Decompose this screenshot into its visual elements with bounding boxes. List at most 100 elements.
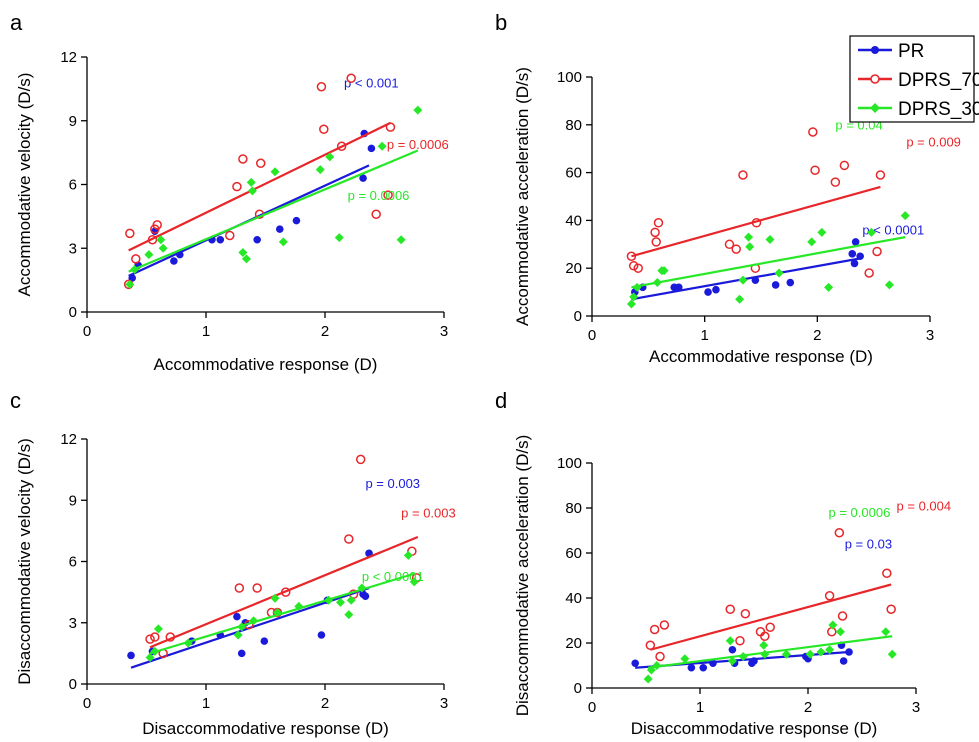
y-tick-label: 20 bbox=[565, 635, 582, 652]
y-tick-label: 60 bbox=[565, 165, 582, 182]
x-tick-label: 3 bbox=[440, 695, 448, 712]
panel-d: d 0 1 2 3 0 20 40 60 80 100 Disaccommodative respo… bbox=[495, 388, 951, 738]
panel-label-a: a bbox=[10, 10, 23, 35]
y-axis-title: Accommodative acceleration (D/s) bbox=[513, 67, 532, 326]
y-tick-label: 40 bbox=[565, 212, 582, 229]
legend-label-dprs30: DPRS_30 bbox=[898, 99, 979, 120]
p-value-pr: p < 0.001 bbox=[344, 76, 399, 91]
point-dprs70 bbox=[830, 177, 841, 187]
point-pr bbox=[848, 250, 857, 258]
point-pr bbox=[233, 612, 241, 621]
point-dprs70 bbox=[355, 454, 366, 465]
point-dprs30 bbox=[680, 654, 690, 664]
point-pr bbox=[275, 225, 284, 233]
point-dprs70 bbox=[336, 141, 347, 151]
fit-line-dprs30 bbox=[128, 149, 419, 273]
x-tick-label: 3 bbox=[926, 327, 934, 344]
point-dprs70 bbox=[255, 158, 266, 168]
y-axis-title: Disaccommodative velocity (D/s) bbox=[15, 438, 34, 685]
point-dprs30 bbox=[153, 624, 163, 634]
x-tick-label: 0 bbox=[588, 327, 596, 344]
point-dprs30 bbox=[824, 282, 834, 292]
point-dprs30 bbox=[334, 233, 344, 243]
point-dprs30 bbox=[144, 250, 154, 260]
point-dprs70 bbox=[145, 634, 155, 644]
x-tick-label: 1 bbox=[696, 699, 704, 716]
point-pr bbox=[709, 659, 717, 668]
y-tick-label: 6 bbox=[69, 177, 77, 194]
point-dprs30 bbox=[765, 235, 775, 245]
point-pr bbox=[176, 250, 184, 259]
point-dprs30 bbox=[643, 674, 653, 684]
point-pr bbox=[127, 651, 135, 660]
legend-marker-pr bbox=[871, 46, 879, 54]
point-dprs30 bbox=[247, 186, 257, 196]
point-dprs30 bbox=[125, 279, 135, 289]
point-dprs70 bbox=[252, 583, 262, 593]
point-dprs70 bbox=[837, 611, 848, 621]
point-dprs30 bbox=[294, 601, 304, 611]
point-dprs30 bbox=[233, 630, 243, 640]
point-dprs70 bbox=[649, 624, 660, 635]
y-tick-label: 0 bbox=[69, 676, 77, 693]
point-dprs70 bbox=[886, 604, 896, 614]
point-dprs30 bbox=[270, 167, 280, 177]
y-tick-label: 60 bbox=[565, 545, 582, 562]
point-pr bbox=[771, 281, 780, 289]
fit-line-dprs30 bbox=[648, 635, 893, 669]
x-tick-label: 3 bbox=[440, 323, 448, 340]
legend: PR DPRS_70 DPRS_30 bbox=[849, 35, 979, 123]
point-dprs30 bbox=[246, 177, 256, 187]
p-value-dprs70: p = 0.0006 bbox=[387, 137, 449, 152]
point-dprs70 bbox=[346, 73, 356, 83]
point-dprs30 bbox=[781, 649, 791, 659]
point-dprs70 bbox=[731, 244, 741, 254]
y-tick-label: 3 bbox=[69, 240, 77, 257]
point-dprs30 bbox=[774, 268, 784, 278]
point-dprs30 bbox=[626, 299, 636, 309]
point-dprs30 bbox=[632, 282, 642, 292]
legend-label-pr: PR bbox=[898, 41, 924, 62]
point-dprs70 bbox=[872, 246, 882, 257]
x-tick-label: 2 bbox=[321, 695, 329, 712]
point-pr bbox=[361, 592, 370, 601]
x-tick-label: 0 bbox=[588, 699, 596, 716]
point-dprs30 bbox=[887, 649, 897, 659]
point-dprs70 bbox=[238, 154, 248, 164]
point-dprs30 bbox=[759, 640, 769, 650]
x-tick-label: 2 bbox=[804, 699, 812, 716]
p-value-pr: p = 0.003 bbox=[365, 476, 420, 491]
point-dprs30 bbox=[150, 646, 160, 656]
point-dprs70 bbox=[234, 583, 245, 593]
point-dprs70 bbox=[225, 230, 235, 241]
x-tick-label: 1 bbox=[700, 327, 708, 344]
point-dprs70 bbox=[808, 127, 818, 137]
x-tick-label: 0 bbox=[83, 323, 91, 340]
point-dprs30 bbox=[335, 597, 345, 607]
point-dprs70 bbox=[765, 622, 775, 632]
fit-line-dprs30 bbox=[149, 572, 415, 655]
point-dprs70 bbox=[152, 220, 162, 230]
point-pr bbox=[292, 216, 301, 225]
point-pr bbox=[687, 663, 696, 672]
point-dprs30 bbox=[646, 665, 656, 675]
point-pr bbox=[260, 637, 269, 645]
point-dprs30 bbox=[158, 243, 168, 253]
x-axis-title: Disaccommodative response (D) bbox=[142, 719, 389, 738]
point-dprs70 bbox=[319, 124, 329, 134]
point-dprs30 bbox=[807, 237, 817, 247]
y-tick-label: 12 bbox=[60, 49, 77, 66]
x-tick-label: 1 bbox=[202, 695, 210, 712]
point-pr bbox=[751, 276, 760, 284]
point-dprs70 bbox=[760, 631, 770, 641]
y-tick-label: 100 bbox=[557, 69, 582, 86]
legend-entry-dprs70: DPRS_70 bbox=[858, 70, 979, 91]
panel-label-c: c bbox=[10, 388, 21, 413]
fit-line-dprs30 bbox=[631, 236, 906, 289]
point-dprs70 bbox=[150, 632, 160, 642]
point-pr bbox=[359, 174, 367, 182]
panel-label-d: d bbox=[495, 388, 507, 413]
point-dprs30 bbox=[745, 242, 755, 252]
